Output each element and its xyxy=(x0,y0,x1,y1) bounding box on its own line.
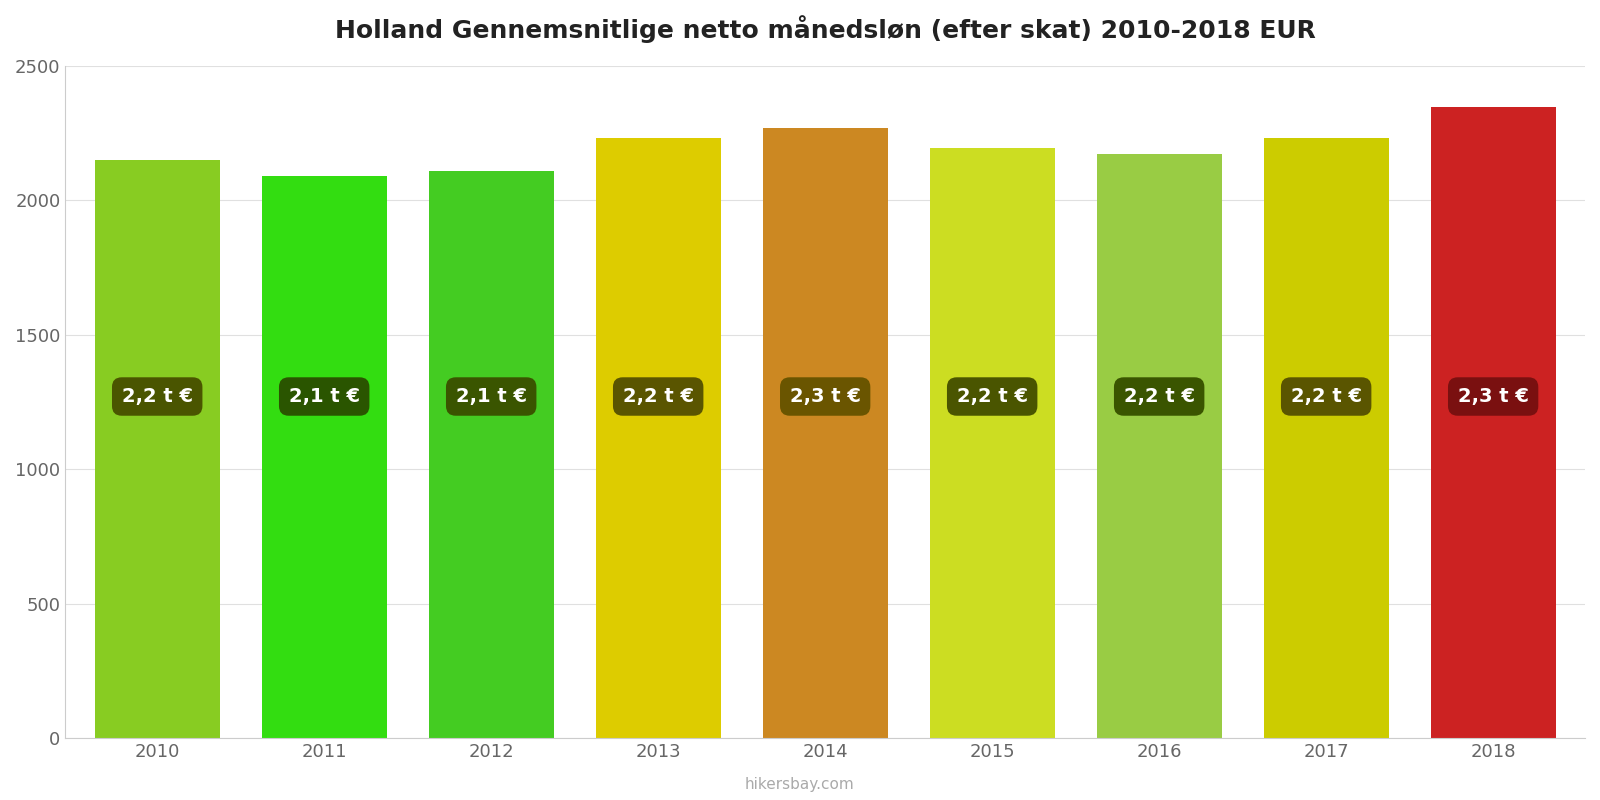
Bar xyxy=(94,160,219,738)
Text: 2,2 t €: 2,2 t € xyxy=(1123,387,1195,406)
Text: 2,2 t €: 2,2 t € xyxy=(957,387,1027,406)
Text: hikersbay.com: hikersbay.com xyxy=(746,777,854,792)
Title: Holland Gennemsnitlige netto månedsløn (efter skat) 2010-2018 EUR: Holland Gennemsnitlige netto månedsløn (… xyxy=(334,15,1315,43)
Text: 2,2 t €: 2,2 t € xyxy=(122,387,192,406)
Bar xyxy=(763,127,888,738)
Text: 2,2 t €: 2,2 t € xyxy=(622,387,694,406)
Bar xyxy=(1430,107,1555,738)
Bar xyxy=(595,138,722,738)
Text: 2,3 t €: 2,3 t € xyxy=(790,387,861,406)
Bar xyxy=(1264,138,1389,738)
Text: 2,1 t €: 2,1 t € xyxy=(288,387,360,406)
Text: 2,3 t €: 2,3 t € xyxy=(1458,387,1528,406)
Bar xyxy=(1096,154,1222,738)
Bar xyxy=(429,170,554,738)
Text: 2,1 t €: 2,1 t € xyxy=(456,387,526,406)
Text: 2,2 t €: 2,2 t € xyxy=(1291,387,1362,406)
Bar xyxy=(930,148,1054,738)
Bar xyxy=(261,176,387,738)
